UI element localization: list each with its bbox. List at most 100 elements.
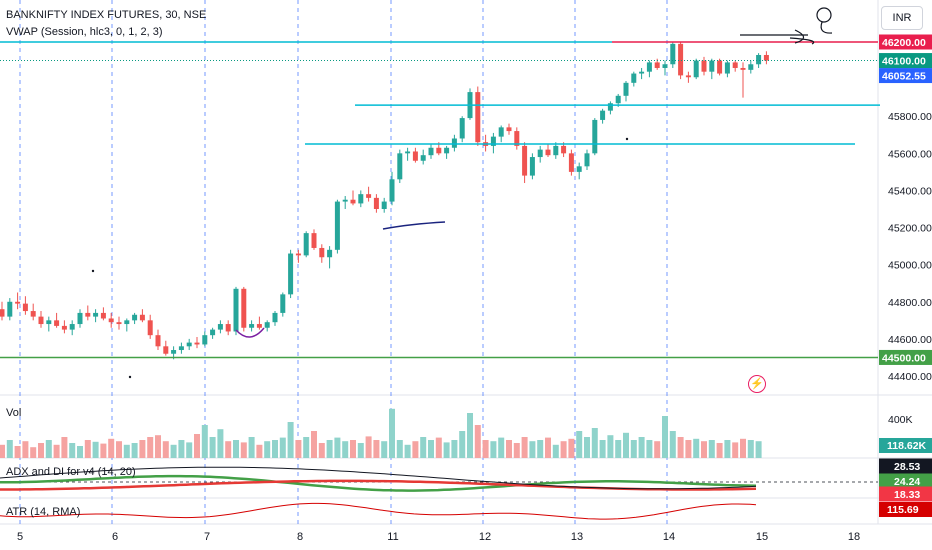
volume-bar: [568, 438, 575, 458]
candle: [475, 86, 481, 146]
volume-bar: [303, 437, 310, 458]
volume-bar: [92, 441, 99, 458]
flash-alert-icon[interactable]: ⚡: [748, 375, 766, 393]
candle: [490, 132, 496, 154]
candle-body: [732, 62, 738, 68]
candle-body: [631, 73, 637, 83]
candle: [233, 286, 239, 336]
volume-bar: [147, 437, 154, 458]
candle-body: [280, 294, 286, 313]
candle: [763, 51, 769, 65]
candle-body: [163, 346, 169, 354]
candle: [186, 338, 192, 351]
volume-bar: [22, 441, 29, 458]
volume-bar: [693, 438, 700, 458]
candle-body: [217, 324, 223, 330]
candle-body: [717, 60, 723, 74]
candle: [358, 190, 364, 208]
candle-body: [623, 82, 629, 96]
price-badge: [879, 53, 932, 69]
volume-bar: [45, 440, 52, 458]
drawing-stroke: [740, 29, 815, 45]
volume-bar: [342, 441, 349, 458]
candle-body: [295, 253, 301, 256]
candle-body: [654, 62, 660, 68]
candle-body: [132, 314, 138, 321]
volume-bar: [100, 443, 107, 458]
marker-dot: [91, 269, 95, 273]
candle-body: [405, 151, 411, 154]
candle: [600, 108, 606, 124]
candle-body: [319, 247, 325, 258]
volume-bar: [646, 440, 653, 458]
candle: [210, 327, 216, 339]
candle: [61, 320, 67, 334]
adx-pane-label[interactable]: ADX and DI for v4 (14, 20): [6, 466, 136, 478]
candle-body: [756, 54, 762, 65]
candle-body: [116, 322, 122, 325]
time-tick: 5: [17, 531, 23, 543]
volume-badge-label: 118.62K: [887, 440, 927, 452]
atr-pane-label[interactable]: ATR (14, RMA): [6, 506, 81, 518]
volume-bar: [194, 434, 200, 458]
candle: [631, 71, 637, 87]
volume-bar: [576, 431, 583, 458]
candle: [592, 118, 598, 156]
volume-bar: [420, 437, 427, 458]
candle: [7, 298, 13, 321]
candle: [709, 58, 715, 80]
candle: [327, 246, 333, 269]
volume-bar: [248, 437, 255, 458]
volume-bar: [662, 416, 668, 458]
candle-body: [693, 60, 699, 78]
candle-body: [763, 54, 769, 61]
currency-button[interactable]: INR: [881, 6, 923, 30]
volume-bar: [474, 425, 481, 458]
candle-body: [420, 155, 426, 161]
candle: [108, 312, 114, 328]
volume-bar: [506, 440, 512, 458]
volume-bar: [30, 447, 37, 458]
candle-body: [288, 253, 294, 295]
candle-body: [724, 62, 730, 74]
candle: [701, 56, 707, 76]
volume-bar: [412, 441, 419, 458]
volume-bar: [0, 444, 5, 458]
volume-bar: [685, 440, 692, 458]
candle: [740, 62, 746, 98]
time-tick: 11: [387, 531, 398, 543]
candle: [678, 42, 684, 80]
volume-bar: [116, 441, 122, 458]
volume-bar: [755, 441, 762, 458]
volume-bar: [334, 437, 341, 458]
volume-bar: [373, 440, 380, 458]
candle: [0, 301, 5, 321]
candle-body: [670, 43, 676, 65]
candle-body: [459, 118, 465, 139]
volume-bar: [521, 437, 528, 458]
candle: [498, 125, 504, 143]
candle-body: [740, 67, 746, 70]
atr-badge: [879, 502, 932, 517]
volume-bar: [724, 440, 731, 458]
volume-bar: [123, 444, 130, 458]
price-tick: 44800.00: [888, 297, 932, 309]
candle-body: [15, 301, 21, 304]
volume-bar: [201, 425, 208, 458]
volume-bar: [459, 431, 466, 458]
candle: [459, 116, 465, 143]
candle: [272, 311, 278, 326]
volume-pane-label[interactable]: Vol: [6, 407, 22, 419]
candle: [132, 312, 138, 325]
time-tick: 18: [848, 531, 860, 543]
candle: [451, 134, 457, 152]
vwap-indicator-label[interactable]: VWAP (Session, hlc3, 0, 1, 2, 3): [6, 26, 163, 38]
candle: [717, 58, 723, 76]
candle-body: [701, 60, 707, 72]
candle: [30, 303, 36, 321]
candle: [444, 145, 450, 159]
atr-line: [0, 502, 757, 520]
volume-bar: [599, 440, 606, 458]
candle: [38, 311, 44, 328]
